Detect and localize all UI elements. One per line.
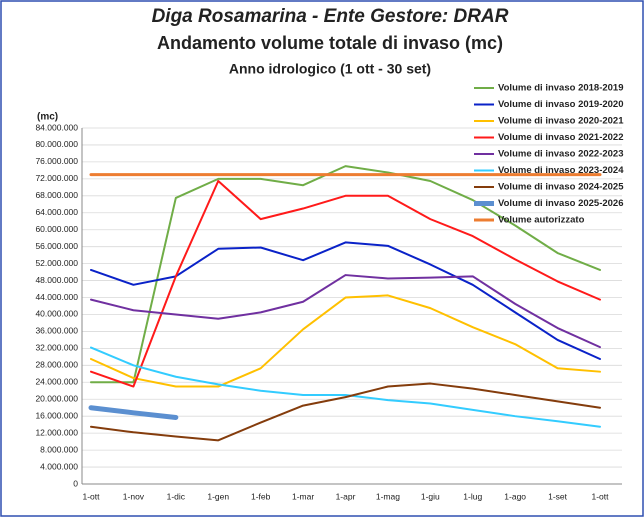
x-tick-label: 1-mag [376,491,400,501]
series-line [90,294,601,388]
y-tick-label: 80.000.000 [35,139,78,149]
y-tick-label: 68.000.000 [35,190,78,200]
y-axis-label: (mc) [37,112,58,123]
chart-subtitle: Andamento volume totale di invaso (mc) [157,33,503,53]
x-tick-label: 1-apr [336,491,356,501]
y-tick-label: 40.000.000 [35,309,78,319]
y-tick-label: 60.000.000 [35,224,78,234]
y-tick-label: 64.000.000 [35,207,78,217]
legend-label: Volume di invaso 2020-2021 [498,116,624,127]
y-tick-label: 52.000.000 [35,258,78,268]
y-tick-label: 44.000.000 [35,292,78,302]
series-line [88,405,179,420]
series-line [90,382,601,442]
y-tick-label: 56.000.000 [35,241,78,251]
legend-label: Volume di invaso 2025-2026 [498,198,624,209]
y-tick-label: 4.000.000 [40,461,78,471]
x-tick-label: 1-mar [292,491,314,501]
x-tick-label: 1-ago [504,491,526,501]
y-tick-label: 72.000.000 [35,173,78,183]
y-tick-label: 48.000.000 [35,275,78,285]
y-tick-label: 12.000.000 [35,427,78,437]
legend-label: Volume di invaso 2024-2025 [498,182,624,193]
legend-label: Volume di invaso 2019-2020 [498,99,624,110]
y-tick-label: 16.000.000 [35,410,78,420]
legend-label: Volume di invaso 2018-2019 [498,83,624,94]
x-tick-label: 1-dic [167,491,186,501]
x-tick-label: 1-lug [463,491,482,501]
x-tick-label: 1-gen [207,491,229,501]
x-tick-label: 1-feb [251,491,271,501]
series-line [90,274,601,349]
y-tick-label: 20.000.000 [35,393,78,403]
legend-label: Volume di invaso 2022-2023 [498,149,624,160]
y-tick-label: 36.000.000 [35,326,78,336]
x-tick-label: 1-giu [421,491,440,501]
y-tick-label: 32.000.000 [35,343,78,353]
x-tick-label: 1-set [548,491,568,501]
y-tick-label: 8.000.000 [40,444,78,454]
series-line [90,179,601,388]
chart-subtitle: Anno idrologico (1 ott - 30 set) [229,61,431,77]
y-tick-label: 0 [73,478,78,488]
y-tick-label: 24.000.000 [35,377,78,387]
x-tick-label: 1-ott [591,491,609,501]
series-line [90,346,601,428]
x-tick-label: 1-nov [123,491,145,501]
x-tick-label: 1-ott [82,491,100,501]
legend-label: Volume di invaso 2023-2024 [498,165,624,176]
y-tick-label: 28.000.000 [35,360,78,370]
series-line [90,165,601,384]
legend-label: Volume di invaso 2021-2022 [498,132,624,143]
y-tick-label: 76.000.000 [35,156,78,166]
y-tick-label: 84.000.000 [35,122,78,132]
legend-label: Volume autorizzato [498,215,585,226]
chart-title: Diga Rosamarina - Ente Gestore: DRAR [152,6,509,27]
